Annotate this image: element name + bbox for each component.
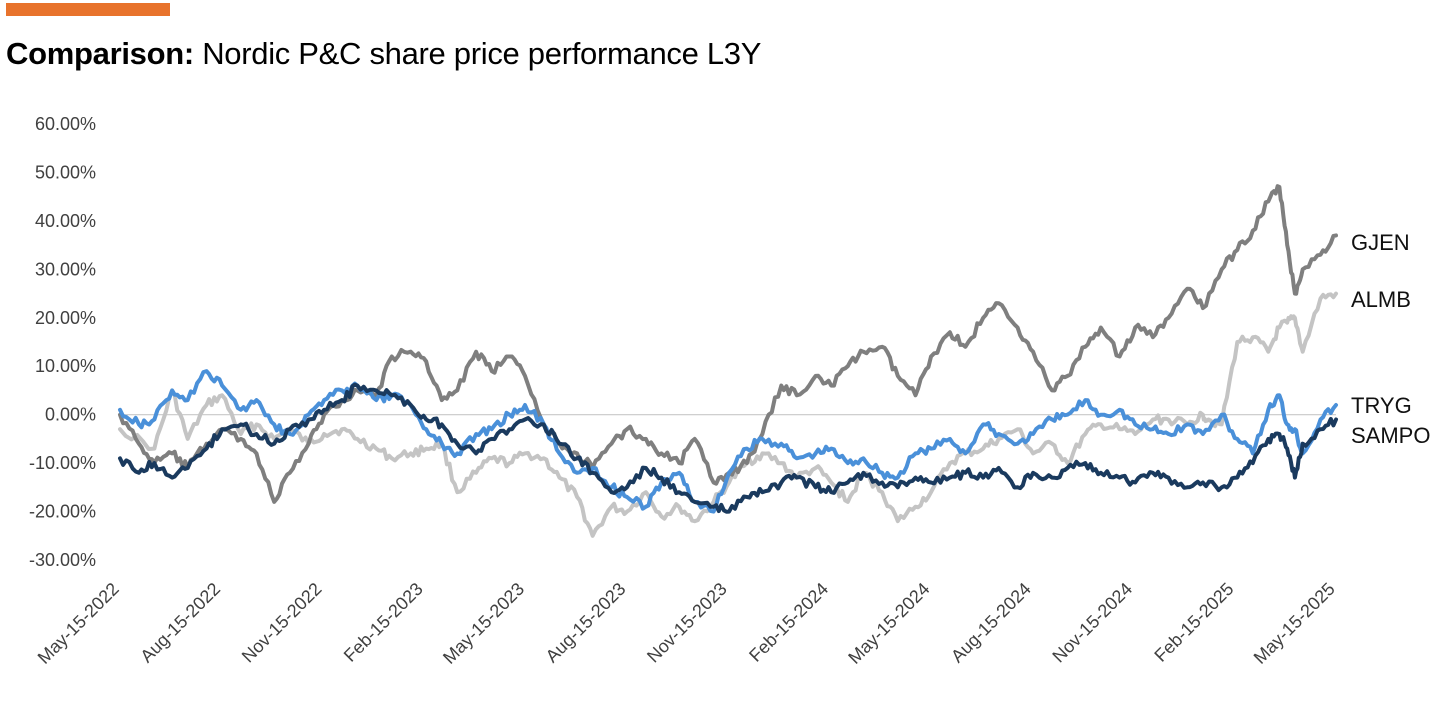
y-tick-label: 60.00% xyxy=(35,114,96,134)
y-tick-label: 10.00% xyxy=(35,356,96,376)
y-tick-label: 20.00% xyxy=(35,308,96,328)
series-line-gjen xyxy=(118,184,1338,504)
x-tick-label: Nov-15-2022 xyxy=(238,579,326,667)
accent-bar xyxy=(6,3,170,16)
chart-title-bold: Comparison: xyxy=(6,36,194,71)
x-tick-label: May-15-2022 xyxy=(34,579,123,668)
series-label-gjen: GJEN xyxy=(1351,230,1410,255)
x-tick-label: May-15-2025 xyxy=(1250,579,1339,668)
x-tick-label: Nov-15-2023 xyxy=(643,579,731,667)
x-tick-label: Feb-15-2023 xyxy=(340,579,427,666)
series-label-tryg: TRYG xyxy=(1351,393,1412,418)
series-line-sampo xyxy=(118,382,1338,514)
y-tick-label: 40.00% xyxy=(35,211,96,231)
x-tick-label: Feb-15-2025 xyxy=(1150,579,1237,666)
y-tick-label: 50.00% xyxy=(35,162,96,182)
x-tick-label: Aug-15-2022 xyxy=(136,579,224,667)
series-label-almb: ALMB xyxy=(1351,287,1411,312)
x-tick-label: May-15-2023 xyxy=(439,579,528,668)
x-tick-label: Nov-15-2024 xyxy=(1048,579,1136,667)
y-tick-label: 30.00% xyxy=(35,259,96,279)
series-line-tryg xyxy=(118,369,1338,514)
chart-title: Comparison: Nordic P&C share price perfo… xyxy=(6,36,761,72)
series-line-almb xyxy=(118,291,1338,538)
y-tick-label: -10.00% xyxy=(29,453,96,473)
x-tick-label: Aug-15-2024 xyxy=(947,579,1035,667)
x-tick-label: May-15-2024 xyxy=(844,579,933,668)
y-tick-label: -30.00% xyxy=(29,550,96,570)
y-tick-label: 0.00% xyxy=(45,405,96,425)
x-tick-label: Feb-15-2024 xyxy=(745,579,832,666)
y-tick-label: -20.00% xyxy=(29,502,96,522)
x-tick-label: Aug-15-2023 xyxy=(542,579,630,667)
series-label-sampo: SAMPO xyxy=(1351,423,1430,448)
chart-title-rest: Nordic P&C share price performance L3Y xyxy=(193,36,762,71)
